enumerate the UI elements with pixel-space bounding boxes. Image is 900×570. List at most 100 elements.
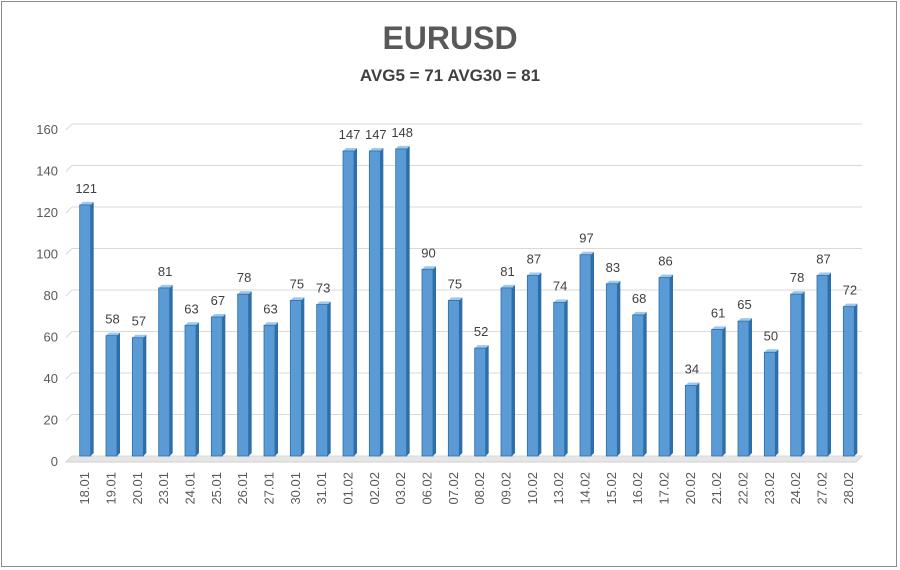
bar-top — [369, 147, 384, 151]
bar-side — [196, 322, 199, 456]
data-label: 50 — [764, 328, 778, 343]
x-tick-label: 10.02 — [525, 472, 540, 505]
bar-side — [643, 311, 647, 456]
bar-top — [290, 297, 305, 301]
bar-top — [237, 291, 252, 295]
x-tick-label: 30.01 — [288, 472, 303, 505]
data-label: 87 — [527, 251, 541, 266]
y-tick-label: 60 — [44, 330, 58, 345]
bar-side — [696, 382, 700, 456]
x-tick-label: 25.01 — [209, 472, 224, 505]
x-tick-label: 19.01 — [104, 472, 119, 505]
data-label: 72 — [843, 283, 857, 298]
y-tick-label: 120 — [36, 205, 58, 220]
bar-side — [801, 291, 805, 456]
bar-side — [459, 297, 463, 456]
x-tick-label: 20.01 — [130, 472, 145, 505]
data-label: 65 — [737, 297, 751, 312]
bar-side — [854, 303, 858, 456]
gridline-depth — [65, 455, 73, 463]
bar-side — [617, 280, 621, 456]
data-label: 90 — [421, 245, 435, 260]
bar-side — [828, 272, 831, 456]
bar — [79, 204, 92, 457]
bar-top — [817, 272, 831, 276]
gridline-depth — [65, 414, 73, 421]
bar — [500, 287, 513, 457]
bar — [289, 299, 302, 457]
bar — [763, 351, 776, 457]
bar-top — [501, 284, 515, 288]
x-tick-label: 24.01 — [183, 472, 198, 505]
y-tick-label: 20 — [44, 413, 58, 428]
bar — [316, 304, 329, 457]
bar-top — [448, 297, 463, 301]
gridline-depth — [65, 331, 73, 338]
data-label: 74 — [553, 278, 567, 293]
bar-side — [406, 145, 410, 456]
data-label: 78 — [237, 270, 251, 285]
bar-top — [738, 318, 752, 322]
bar-top — [395, 145, 410, 149]
bar-side — [591, 251, 594, 456]
bar — [184, 324, 197, 457]
gridline-depth — [65, 206, 73, 214]
bar-top — [553, 299, 568, 303]
y-tick-label: 80 — [44, 288, 58, 303]
y-tick-label: 140 — [36, 164, 58, 179]
bar-top — [527, 272, 542, 276]
gridline-depth — [65, 372, 73, 380]
data-label: 68 — [632, 291, 646, 306]
bar-side — [248, 291, 252, 456]
bar — [816, 275, 829, 457]
data-label: 73 — [316, 281, 330, 296]
y-tick-label: 160 — [36, 122, 58, 137]
bar — [842, 306, 855, 457]
bar — [210, 316, 223, 457]
bar-top — [158, 284, 173, 288]
bar — [237, 293, 250, 457]
x-tick-label: 24.02 — [788, 472, 803, 505]
bar-top — [659, 274, 673, 278]
data-label: 147 — [365, 127, 387, 142]
bar — [605, 283, 618, 457]
plot-floor — [64, 455, 864, 463]
x-tick-label: 23.02 — [762, 472, 777, 505]
x-tick-label: 27.02 — [815, 472, 830, 505]
gridline-depth — [65, 248, 73, 255]
data-label: 67 — [211, 293, 225, 308]
data-label: 52 — [474, 324, 488, 339]
data-label: 81 — [158, 264, 172, 279]
bar-top — [316, 301, 331, 305]
data-label: 61 — [711, 305, 725, 320]
data-label: 58 — [105, 312, 119, 327]
data-label: 34 — [685, 361, 699, 376]
bar-top — [422, 266, 436, 270]
x-tick-label: 22.02 — [736, 472, 751, 505]
gridline-depth — [65, 123, 73, 131]
bar — [526, 275, 539, 457]
gridline-depth — [65, 289, 73, 297]
x-tick-label: 17.02 — [657, 472, 672, 505]
bar-top — [606, 280, 621, 284]
bar-top — [843, 303, 858, 307]
bar — [632, 314, 645, 457]
gridline-depth — [65, 165, 73, 172]
bar-side — [670, 274, 673, 456]
chart-subtitle: AVG5 = 71 AVG30 = 81 — [359, 66, 541, 85]
bar-side — [538, 272, 542, 456]
y-tick-label: 0 — [51, 454, 58, 469]
data-label: 78 — [790, 270, 804, 285]
bar — [342, 150, 355, 457]
x-tick-label: 01.02 — [341, 472, 356, 505]
bar-top — [711, 326, 726, 330]
bar-top — [264, 322, 278, 326]
y-tick-label: 100 — [36, 247, 58, 262]
bar-top — [790, 291, 805, 295]
x-tick-label: 14.02 — [578, 472, 593, 505]
x-tick-label: 15.02 — [604, 472, 619, 505]
y-tick-label: 40 — [44, 371, 58, 386]
bar-top — [79, 201, 94, 205]
